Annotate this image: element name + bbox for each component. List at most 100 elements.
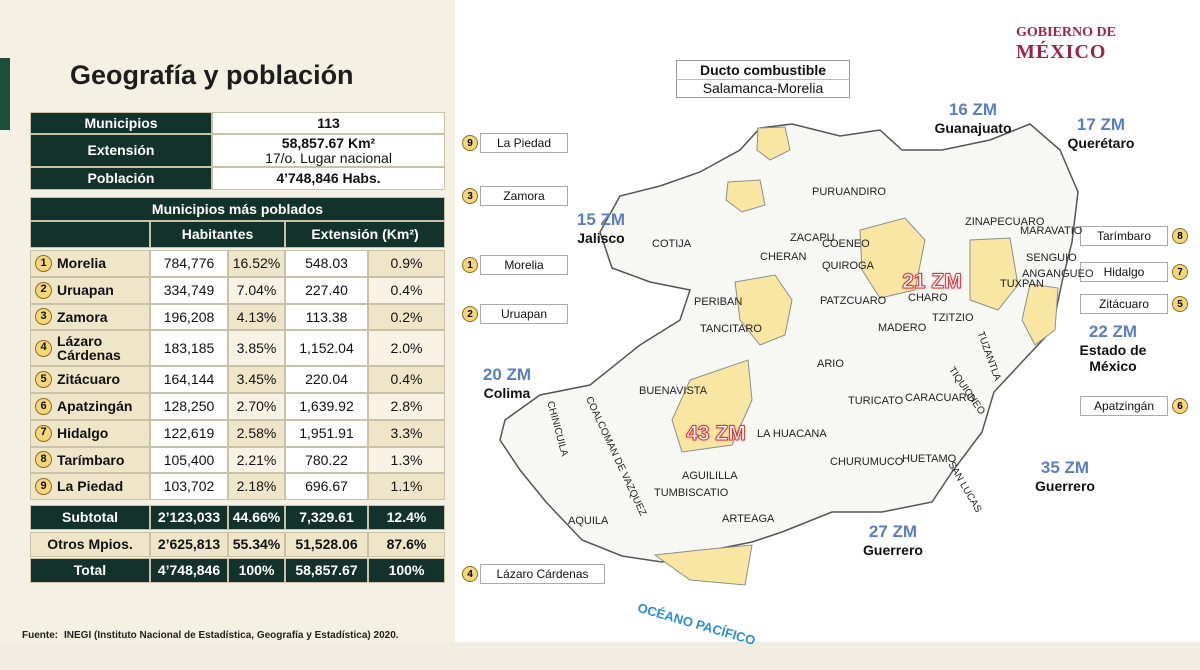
municipality-label: TUMBISCATIO	[654, 487, 729, 499]
table-value: 2.21%	[228, 446, 285, 474]
table-value: 113.38	[285, 303, 368, 331]
column-header: Extensión (Km²)	[285, 221, 445, 248]
highlight-hidalgo	[969, 237, 1019, 311]
highlight-la-piedad	[756, 126, 791, 161]
table-value: 784,776	[150, 250, 228, 277]
summary-label: Población	[30, 167, 212, 190]
zone-count: 22 ZM	[1088, 322, 1138, 341]
table-value: 2.70%	[228, 393, 285, 420]
table-value: 1,152.04	[285, 330, 368, 367]
state-outline	[499, 123, 1079, 563]
rank-badge: 4	[35, 339, 52, 357]
zone-state: Guerrero	[863, 542, 923, 558]
table-value: 2.58%	[228, 419, 285, 447]
municipality-label: COENEO	[822, 238, 870, 250]
municipality-label: ANGANGUEO	[1022, 268, 1094, 280]
municipality-label: ARIO	[817, 358, 844, 370]
municipality-label: MADERO	[878, 322, 927, 334]
table-value: 128,250	[150, 393, 228, 420]
rank-badge: 9	[35, 478, 52, 496]
highlight-apatzingan	[671, 359, 753, 453]
total-value: 51,528.06	[285, 532, 368, 557]
table-value: 2.18%	[228, 473, 285, 500]
municipality-label: TUXPAN	[1000, 278, 1044, 290]
pipeline-subtitle: Salamanca-Morelia	[676, 79, 850, 96]
zone-count: 17 ZM	[1076, 115, 1126, 134]
municipality-name: Apatzingán	[57, 398, 133, 415]
municipality-cell: 3 Zamora	[30, 303, 150, 331]
total-value: 100%	[368, 558, 445, 583]
table-value: 1,639.92	[285, 393, 368, 420]
callout-label: Zamora	[480, 186, 568, 206]
callout-rank: 5	[1172, 296, 1188, 312]
rank-badge: 6	[35, 397, 52, 415]
callout-label: Tarímbaro	[1080, 226, 1168, 246]
rank-badge: 7	[35, 424, 52, 442]
rank-badge: 1	[35, 254, 52, 272]
callout-rank: 8	[1172, 228, 1188, 244]
table-value: 16.52%	[228, 250, 285, 277]
municipality-label: CHARO	[908, 292, 948, 304]
zone-state: Guanajuato	[934, 120, 1012, 136]
zone-count: 35 ZM	[1040, 458, 1090, 477]
municipality-cell: 9 La Piedad	[30, 473, 150, 500]
municipality-cell: 2 Uruapan	[30, 276, 150, 304]
municipality-label: TZITZIO	[932, 312, 974, 324]
municipality-name: Zamora	[57, 308, 108, 325]
column-header: Habitantes	[150, 221, 285, 248]
total-value: 7,329.61	[285, 505, 368, 530]
rank-badge: 5	[35, 371, 52, 389]
inner-zone: 21 ZM	[902, 270, 963, 294]
table-value: 2.0%	[368, 330, 445, 367]
table-value: 696.67	[285, 473, 368, 500]
highlight-zitacuaro	[1021, 283, 1059, 346]
municipality-name: Lázaro Cárdenas	[57, 332, 121, 364]
table-value: 3.45%	[228, 366, 285, 393]
table-value: 220.04	[285, 366, 368, 393]
total-value: 58,857.67	[285, 558, 368, 583]
logo-line2: MÉXICO	[1016, 41, 1107, 63]
zone-count: 27 ZM	[868, 522, 918, 541]
total-value: 2’123,033	[150, 505, 228, 530]
municipality-label: PURUANDIRO	[812, 186, 886, 198]
municipality-label: ZACAPU	[790, 232, 835, 244]
callout-label: Morelia	[480, 255, 568, 275]
municipality-name: Zitácuaro	[57, 371, 121, 388]
table-value: 4.13%	[228, 303, 285, 331]
table-value: 1,951.91	[285, 419, 368, 447]
municipality-cell: 5 Zitácuaro	[30, 366, 150, 393]
table-value: 3.85%	[228, 330, 285, 367]
table-value: 227.40	[285, 276, 368, 304]
footer-band	[0, 642, 1200, 670]
municipality-name: Morelia	[57, 255, 107, 272]
municipality-cell: 8 Tarímbaro	[30, 446, 150, 474]
callout-rank: 1	[462, 257, 478, 273]
callout-rank: 9	[462, 135, 478, 151]
callout-rank: 6	[1172, 398, 1188, 414]
table-value: 334,749	[150, 276, 228, 304]
zone-count: 16 ZM	[948, 100, 998, 119]
footer-text: INEGI (Instituto Nacional de Estadística…	[64, 630, 399, 641]
callout-label: Apatzingán	[1080, 396, 1168, 416]
summary-label: Extensión	[30, 134, 212, 167]
total-label: Total	[30, 558, 150, 583]
inner-zone: 43 ZM	[686, 422, 747, 446]
municipality-label: LA HUACANA	[757, 428, 827, 440]
municipality-cell: 1 Morelia	[30, 250, 150, 277]
table-value: 183,185	[150, 330, 228, 367]
rank-badge: 3	[35, 308, 52, 326]
highlight-uruapan	[734, 274, 793, 346]
municipality-name: Tarímbaro	[57, 451, 125, 468]
summary-value-text: 113	[317, 114, 340, 131]
municipality-name: Hidalgo	[57, 424, 109, 441]
table-value: 7.04%	[228, 276, 285, 304]
municipality-label: AQUILA	[568, 515, 609, 527]
logo-line1: GOBIERNO DE	[1016, 25, 1116, 40]
municipality-cell: 4 Lázaro Cárdenas	[30, 330, 150, 367]
municipality-label: TURICATO	[848, 395, 904, 407]
municipality-label: PATZCUARO	[820, 295, 887, 307]
column-header-blank	[30, 221, 150, 248]
zone-state: Colima	[483, 385, 531, 401]
municipality-name: La Piedad	[57, 478, 124, 495]
